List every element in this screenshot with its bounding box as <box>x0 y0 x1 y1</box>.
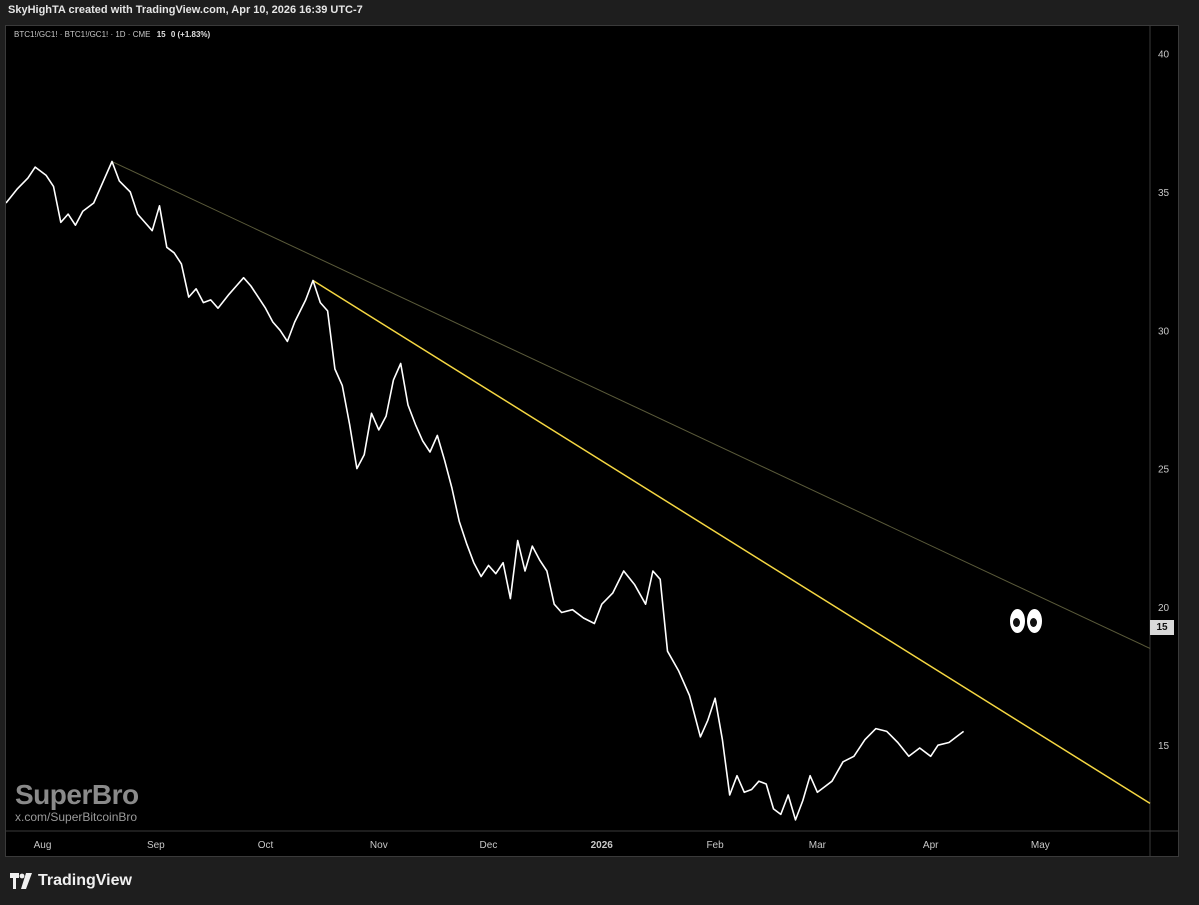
x-tick-label: Nov <box>370 840 388 851</box>
tradingview-footer[interactable]: TradingView <box>10 872 132 890</box>
eyes-emoji-icon <box>1010 609 1042 633</box>
tradingview-logo-icon <box>10 873 32 889</box>
tradingview-brand-text: TradingView <box>38 872 132 889</box>
y-tick-label: 40 <box>1158 50 1170 61</box>
x-tick-label: Sep <box>147 840 165 851</box>
watermark-name: SuperBro <box>15 779 139 810</box>
x-tick-label: Oct <box>258 840 274 851</box>
chart-frame: 40 35 30 25 20 15 Aug Sep Oct Nov Dec 2026 Feb Mar Apr… <box>5 25 1179 857</box>
price-chart: 40 35 30 25 20 15 Aug Sep Oct Nov Dec 2026 Feb Mar Apr… <box>6 26 1178 856</box>
x-tick-label: Dec <box>480 840 498 851</box>
y-tick-label: 25 <box>1158 465 1170 476</box>
upper-trendline <box>111 161 1151 649</box>
y-tick-label: 30 <box>1158 326 1170 337</box>
y-tick-label: 20 <box>1158 603 1170 614</box>
x-tick-label: Feb <box>706 840 724 851</box>
last-price-label: 15 <box>1150 620 1174 635</box>
symbol-label: BTC1!/GC1! · BTC1!/GC1! · 1D · CME <box>14 30 151 39</box>
symbol-info: BTC1!/GC1! · BTC1!/GC1! · 1D · CME 15 0 … <box>14 30 210 39</box>
symbol-change: 0 (+1.83%) <box>170 30 211 39</box>
left-eye-icon <box>1010 609 1025 633</box>
x-tick-label: Apr <box>923 840 939 851</box>
symbol-value: 15 <box>156 30 166 39</box>
right-eye-icon <box>1027 609 1042 633</box>
x-tick-label: Mar <box>809 840 827 851</box>
chart-header: SkyHighTA created with TradingView.com, … <box>8 4 363 16</box>
price-series-line <box>6 160 965 821</box>
main-trendline <box>312 279 1151 804</box>
watermark-url: x.com/SuperBitcoinBro <box>15 810 138 824</box>
x-tick-label: May <box>1031 840 1050 851</box>
y-tick-label: 35 <box>1158 188 1170 199</box>
watermark: SuperBro x.com/SuperBitcoinBro <box>15 779 139 825</box>
y-tick-label: 15 <box>1158 741 1170 752</box>
x-tick-label: Aug <box>34 840 52 851</box>
x-tick-label: 2026 <box>591 840 614 851</box>
